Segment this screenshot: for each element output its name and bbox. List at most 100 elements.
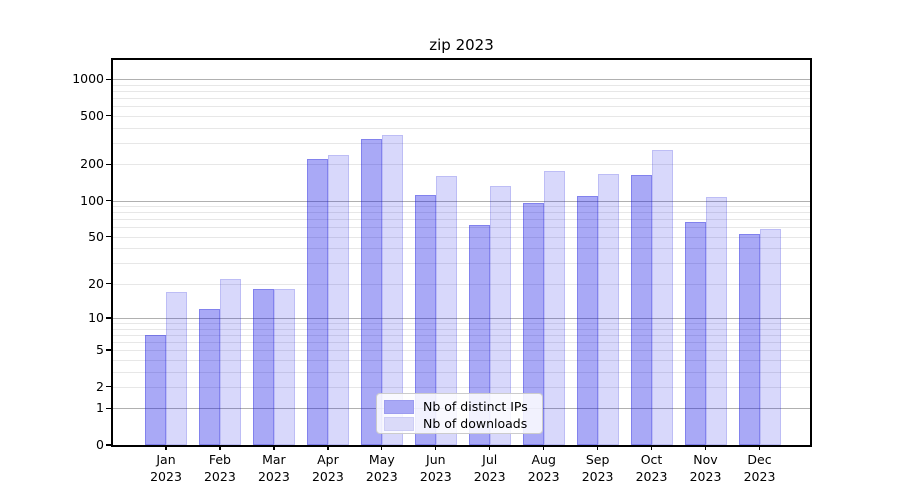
- x-tick-label-nov: Nov 2023: [676, 451, 736, 486]
- x-tick-month-dec: Dec: [747, 452, 772, 467]
- x-tick-month-apr: Apr: [317, 452, 339, 467]
- bar-downloads-oct: [651, 150, 673, 445]
- x-tick-apr: [327, 445, 329, 450]
- x-tick-dec: [758, 445, 761, 450]
- legend-swatch-downloads: [384, 416, 414, 431]
- legend-label-downloads: Nb of downloads: [423, 416, 528, 431]
- y-tick-500: [106, 115, 111, 117]
- y-tick-label-10: 10: [88, 310, 104, 325]
- x-tick-label-mar: Mar 2023: [244, 451, 304, 486]
- bar-downloads-jan: [166, 292, 187, 445]
- gridline-minor-900: [113, 84, 810, 86]
- x-tick-label-jun: Jun 2023: [406, 451, 466, 486]
- legend-item-downloads: Nb of downloads: [384, 415, 534, 432]
- x-tick-year-aug: 2023: [527, 469, 560, 485]
- x-tick-label-aug: Aug 2023: [514, 451, 574, 486]
- x-tick-jan: [165, 445, 167, 450]
- x-tick-aug: [543, 445, 545, 450]
- gridline-minor-700: [113, 98, 810, 99]
- y-tick-10: [106, 317, 111, 319]
- gridline-minor-300: [113, 142, 810, 144]
- x-tick-label-apr: Apr 2023: [298, 451, 358, 486]
- y-tick-200: [106, 163, 111, 165]
- bar-downloads-aug: [543, 171, 565, 445]
- y-tick-label-50: 50: [88, 228, 104, 244]
- y-tick-label-100: 100: [80, 192, 104, 208]
- x-tick-month-feb: Feb: [208, 452, 231, 467]
- x-tick-year-nov: 2023: [689, 469, 722, 485]
- bar-ips-jul: [468, 224, 490, 445]
- legend-swatch-distinct-ips: [384, 399, 414, 414]
- x-tick-month-aug: Aug: [531, 452, 556, 467]
- gridline-minor-600: [113, 106, 810, 108]
- x-tick-nov: [704, 445, 707, 450]
- bar-ips-jan: [145, 334, 166, 445]
- bar-downloads-nov: [705, 197, 727, 445]
- gridline-minor-500: [113, 115, 810, 117]
- x-tick-label-oct: Oct 2023: [622, 451, 682, 486]
- gridline-minor-400: [113, 127, 810, 129]
- y-tick-label-1000: 1000: [72, 71, 104, 87]
- y-tick-0: [106, 444, 111, 446]
- gridline-minor-800: [113, 91, 810, 92]
- chart-title: zip 2023: [429, 36, 494, 54]
- bar-ips-dec: [738, 233, 760, 445]
- y-tick-label-500: 500: [80, 107, 104, 123]
- legend-item-distinct-ips: Nb of distinct IPs: [384, 398, 534, 415]
- x-tick-month-jan: Jan: [156, 452, 176, 467]
- x-tick-may: [381, 445, 383, 450]
- x-tick-year-apr: 2023: [311, 469, 344, 485]
- x-tick-month-jun: Jun: [426, 452, 446, 467]
- y-tick-label-20: 20: [88, 275, 104, 291]
- y-tick-label-1: 1: [96, 400, 104, 416]
- bar-downloads-dec: [759, 229, 781, 445]
- bar-ips-apr: [306, 159, 328, 445]
- x-tick-label-jul: Jul 2023: [460, 451, 520, 486]
- x-tick-year-jun: 2023: [419, 469, 452, 485]
- x-tick-label-jan: Jan 2023: [136, 451, 196, 486]
- x-tick-year-mar: 2023: [257, 469, 290, 485]
- gridline-major-1000: [113, 79, 810, 81]
- legend-label-distinct-ips: Nb of distinct IPs: [423, 399, 528, 414]
- y-tick-label-2: 2: [96, 378, 104, 394]
- x-tick-label-may: May 2023: [352, 451, 412, 486]
- y-tick-2: [106, 386, 111, 388]
- bar-ips-jun: [414, 194, 436, 445]
- bar-ips-aug: [522, 203, 544, 445]
- x-tick-year-oct: 2023: [635, 469, 668, 485]
- x-tick-oct: [650, 445, 653, 450]
- x-tick-label-feb: Feb 2023: [190, 451, 250, 486]
- x-tick-month-oct: Oct: [640, 452, 663, 467]
- bar-downloads-jul: [489, 186, 511, 445]
- legend: Nb of distinct IPs Nb of downloads: [376, 393, 543, 434]
- y-tick-1000: [106, 78, 111, 80]
- bar-downloads-sep: [597, 174, 619, 445]
- x-tick-month-jul: Jul: [482, 452, 498, 467]
- y-tick-label-200: 200: [80, 156, 104, 172]
- y-tick-label-5: 5: [96, 342, 104, 358]
- bar-downloads-mar: [273, 289, 295, 445]
- x-tick-month-sep: Sep: [585, 452, 610, 467]
- x-tick-year-jul: 2023: [473, 469, 506, 485]
- x-tick-month-nov: Nov: [693, 452, 718, 467]
- y-tick-100: [106, 199, 111, 202]
- gridline-minor-200: [113, 164, 810, 166]
- bar-ips-sep: [576, 195, 598, 445]
- x-tick-label-sep: Sep 2023: [568, 451, 628, 486]
- bar-ips-nov: [684, 221, 706, 445]
- bar-downloads-apr: [327, 154, 349, 445]
- x-tick-sep: [596, 445, 599, 450]
- bar-ips-oct: [630, 175, 652, 445]
- x-tick-jul: [489, 445, 491, 450]
- y-tick-5: [106, 349, 111, 351]
- bar-ips-may: [360, 139, 382, 445]
- y-tick-label-0: 0: [96, 437, 104, 452]
- bar-ips-feb: [199, 309, 220, 445]
- x-tick-year-jan: 2023: [150, 469, 182, 485]
- y-tick-20: [106, 283, 111, 285]
- y-tick-50: [106, 236, 111, 238]
- bar-downloads-jun: [435, 175, 457, 445]
- x-tick-month-mar: Mar: [262, 452, 286, 467]
- x-tick-month-may: May: [368, 452, 395, 467]
